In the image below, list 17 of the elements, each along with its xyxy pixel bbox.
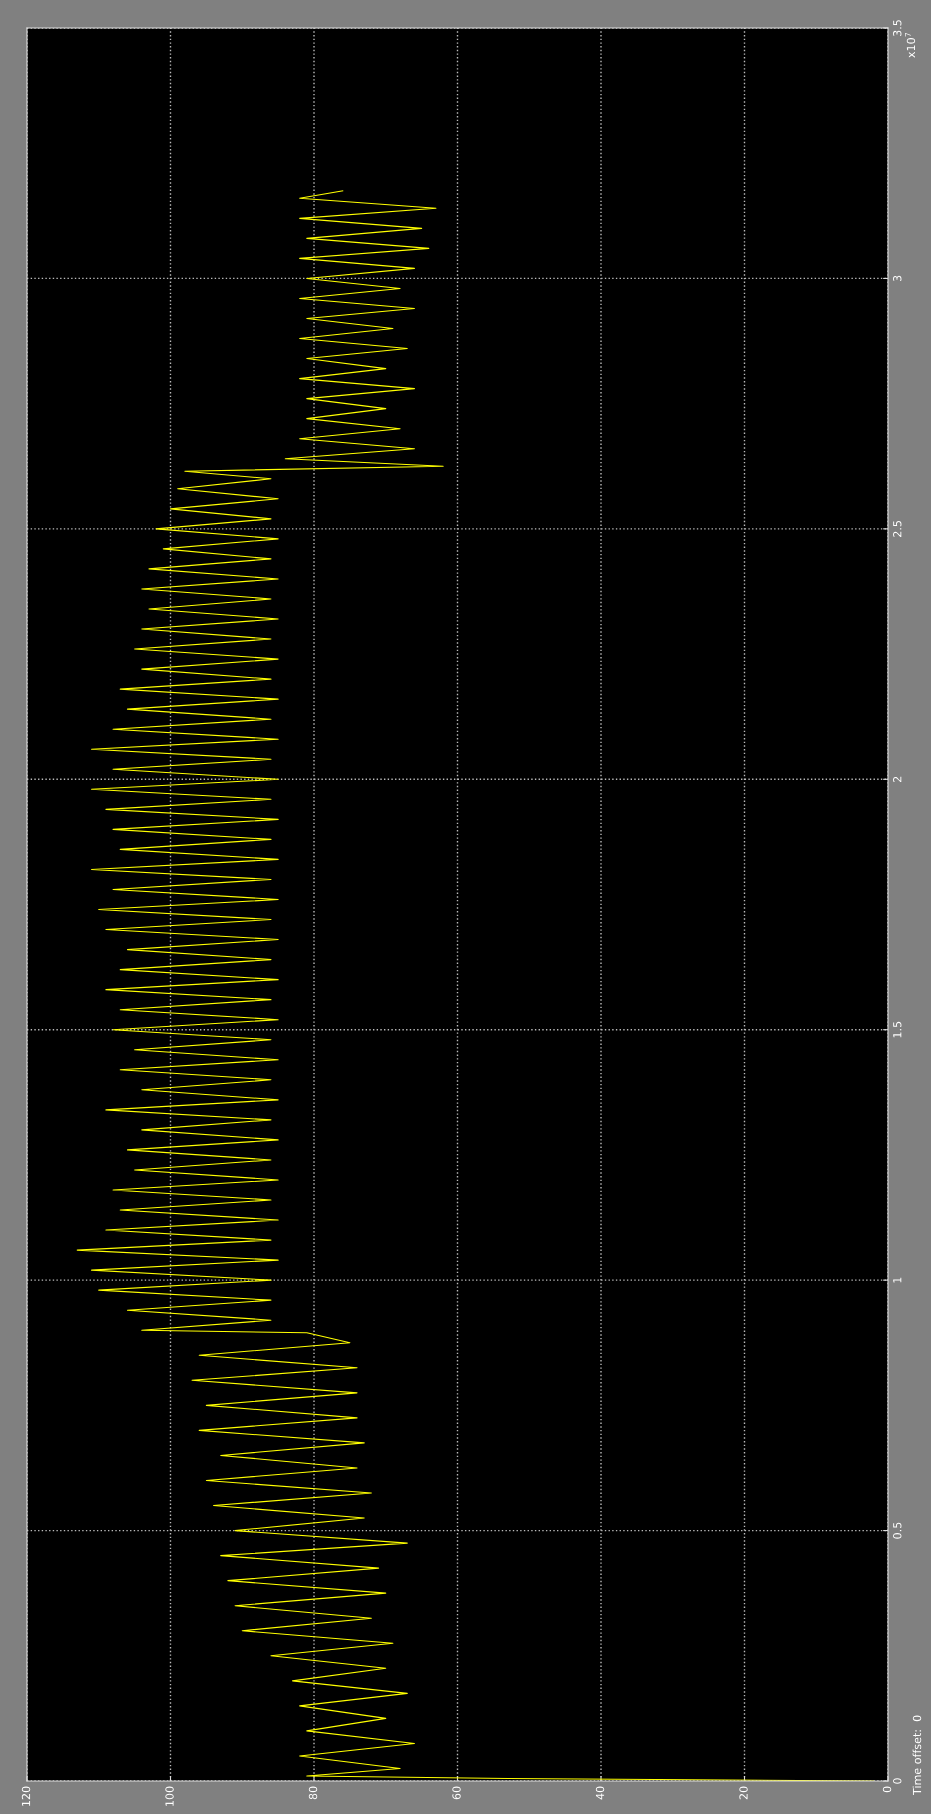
x-tick-label: 40 xyxy=(595,1786,605,1800)
y-tick-label: 1.5 xyxy=(893,1021,902,1038)
x-tick-label: 100 xyxy=(165,1786,174,1806)
x-tick-label: 0 xyxy=(882,1786,892,1793)
y-tick-label: 1 xyxy=(893,1277,902,1283)
y-tick-label: 3 xyxy=(893,275,902,282)
x-tick-label: 20 xyxy=(739,1786,748,1800)
x-tick-label: 80 xyxy=(308,1786,318,1800)
text: Time offset: 0 xyxy=(912,1715,922,1796)
x-tick-label: 120 xyxy=(21,1786,31,1806)
y-tick-label: 0 xyxy=(893,1778,902,1784)
y-tick-label: 0.5 xyxy=(893,1522,902,1539)
y-tick-label: 3.5 xyxy=(893,20,902,36)
y-tick-label: 2.5 xyxy=(893,520,902,537)
x-tick-label: 60 xyxy=(452,1786,461,1800)
y-tick-label: 2 xyxy=(893,776,902,783)
text: x10$^{7}$ xyxy=(905,32,916,58)
